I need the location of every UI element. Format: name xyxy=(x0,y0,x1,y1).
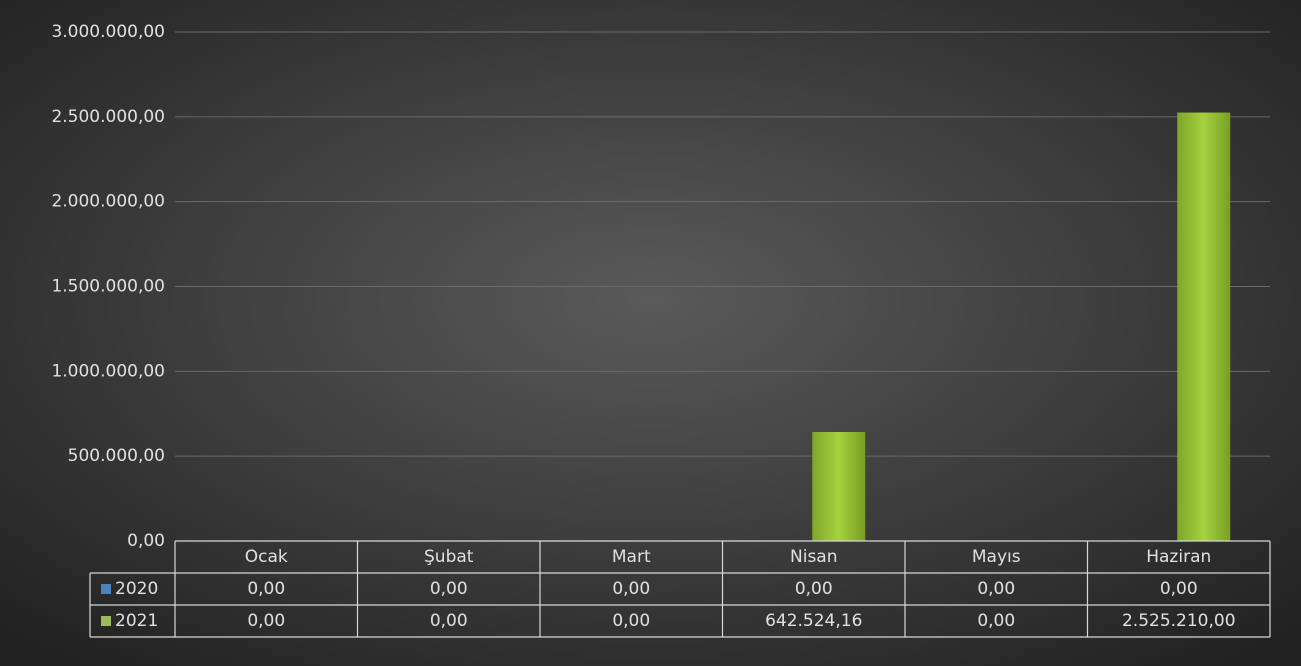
table-value: 0,00 xyxy=(612,611,650,631)
legend-label: 2021 xyxy=(115,611,158,631)
y-tick-label: 2.000.000,00 xyxy=(51,192,165,212)
category-label: Nisan xyxy=(790,547,838,567)
bar xyxy=(1177,112,1231,542)
table-value: 0,00 xyxy=(1160,579,1198,599)
table-value: 0,00 xyxy=(430,579,468,599)
table-value: 2.525.210,00 xyxy=(1122,611,1236,631)
y-tick-label: 2.500.000,00 xyxy=(51,107,165,127)
legend-key xyxy=(101,584,111,594)
category-label: Mart xyxy=(612,547,651,567)
table-value: 642.524,16 xyxy=(765,611,862,631)
table-value: 0,00 xyxy=(977,579,1015,599)
y-tick-label: 1.000.000,00 xyxy=(51,361,165,381)
table-value: 0,00 xyxy=(430,611,468,631)
legend-label: 2020 xyxy=(115,579,158,599)
table-value: 0,00 xyxy=(247,611,285,631)
table-value: 0,00 xyxy=(247,579,285,599)
category-label: Haziran xyxy=(1146,547,1211,567)
y-tick-label: 0,00 xyxy=(127,531,165,551)
table-value: 0,00 xyxy=(795,579,833,599)
legend-key xyxy=(101,616,111,626)
category-label: Ocak xyxy=(245,547,288,567)
y-tick-label: 500.000,00 xyxy=(68,446,165,466)
bar xyxy=(812,431,866,541)
category-label: Şubat xyxy=(424,547,474,567)
y-tick-label: 3.000.000,00 xyxy=(51,22,165,42)
table-value: 0,00 xyxy=(977,611,1015,631)
y-tick-label: 1.500.000,00 xyxy=(51,277,165,297)
category-label: Mayıs xyxy=(972,547,1021,567)
table-value: 0,00 xyxy=(612,579,650,599)
